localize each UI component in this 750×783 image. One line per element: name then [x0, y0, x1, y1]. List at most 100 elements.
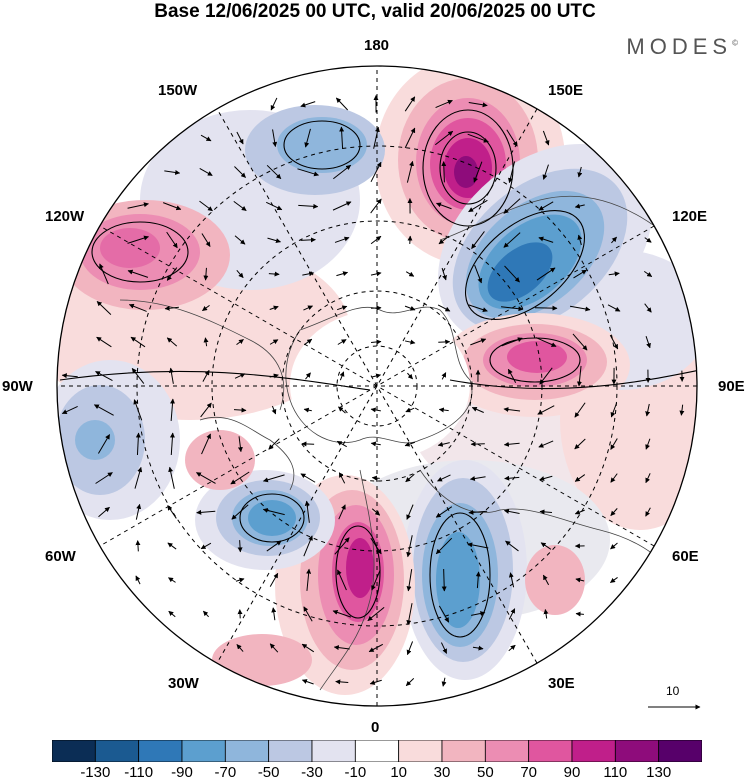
reference-vector-label: 10: [666, 684, 680, 698]
wind-arrow: [467, 133, 489, 143]
wind-arrow: [203, 267, 209, 281]
wind-arrow: [405, 407, 415, 413]
wind-arrow: [333, 164, 352, 180]
colorbar-swatch: [484, 740, 530, 762]
wind-arrow: [262, 508, 285, 516]
wind-arrow: [166, 267, 178, 281]
wind-arrow: [644, 237, 652, 243]
wind-arrow: [196, 509, 216, 515]
meridian-lines: [57, 66, 697, 706]
wind-arrow: [404, 305, 416, 311]
colorbar-label: 110: [603, 764, 628, 781]
wind-arrow: [542, 164, 549, 180]
colorbar-swatch: [571, 740, 616, 762]
coastline: [285, 306, 473, 444]
wind-arrow: [406, 603, 413, 626]
wind-arrow: [269, 643, 279, 653]
wind-arrow: [237, 540, 243, 553]
wind-arrow: [164, 305, 179, 311]
wind-arrow: [269, 305, 279, 311]
lon-label-0: 0: [371, 719, 380, 736]
wind-arrow: [438, 407, 449, 413]
wind-arrow: [201, 233, 211, 247]
wind-arrow: [574, 509, 585, 515]
lon-label-120e: 120E: [672, 208, 708, 225]
wind-arrow: [574, 203, 585, 209]
wind-arrow: [441, 677, 447, 687]
wind-arrow: [474, 264, 483, 284]
colorbar-label: -10: [344, 764, 367, 781]
wind-arrow: [467, 542, 489, 549]
wind-arrow: [301, 643, 315, 653]
wind-arrow: [404, 339, 416, 345]
wind-arrow: [435, 537, 453, 555]
wind-arrow: [335, 97, 349, 111]
brand-mark: ©: [732, 38, 738, 48]
wind-arrow: [230, 471, 250, 485]
wind-arrow: [537, 405, 555, 415]
wind-arrow: [130, 336, 146, 348]
colorbar-label: 70: [520, 764, 537, 781]
wind-arrow: [542, 574, 550, 586]
wind-arrow: [262, 474, 285, 483]
colorbar-swatch: [311, 740, 356, 762]
wind-arrow: [338, 472, 346, 484]
wind-arrow: [235, 577, 245, 583]
wind-arrow: [610, 577, 618, 583]
wind-arrow: [539, 367, 553, 385]
colorbar-swatch: [614, 740, 660, 762]
wind-arrow: [441, 372, 447, 380]
wind-arrow: [371, 373, 382, 379]
wind-arrow: [98, 506, 110, 518]
wind-arrow: [236, 644, 244, 652]
wind-arrow: [610, 438, 618, 450]
wind-arrow: [475, 571, 481, 589]
wind-arrow: [577, 166, 583, 178]
wind-arrow: [437, 304, 451, 312]
wind-arrow: [468, 199, 488, 213]
wind-arrow: [236, 270, 244, 279]
wind-arrow: [135, 503, 142, 520]
wind-arrow: [468, 101, 488, 108]
wind-arrow: [297, 168, 320, 177]
wind-arrow: [473, 161, 483, 183]
colorbar-swatch: [52, 740, 96, 762]
colorbar-swatch: [181, 740, 226, 762]
wind-arrow: [97, 434, 111, 454]
meridian-line: [216, 108, 538, 664]
colorbar-label: -70: [214, 764, 237, 781]
colorbar-label: -110: [124, 764, 154, 781]
wind-arrow: [504, 265, 520, 283]
wind-arrow: [371, 569, 381, 591]
wind-arrow: [234, 235, 246, 245]
wind-arrow: [501, 306, 524, 312]
wind-arrow: [272, 129, 278, 148]
wind-arrow: [436, 202, 452, 210]
wind-arrow: [503, 232, 521, 248]
wind-arrow: [167, 505, 177, 519]
wind-arrow: [574, 402, 586, 418]
wind-arrow: [305, 372, 311, 380]
wind-arrow: [407, 372, 413, 380]
wind-arrow: [306, 568, 312, 591]
wind-arrow: [373, 126, 380, 149]
wind-arrow: [575, 611, 584, 617]
wind-arrow: [196, 472, 216, 484]
wind-arrow: [505, 540, 519, 552]
wind-arrow: [435, 130, 454, 146]
wind-arrow: [269, 572, 279, 587]
wind-arrow: [203, 337, 209, 347]
wind-arrow: [508, 161, 516, 184]
wind-arrow: [304, 128, 311, 148]
wind-arrow: [333, 645, 350, 651]
wind-arrow: [471, 611, 486, 616]
wind-arrow: [334, 537, 350, 555]
wind-arrow: [543, 608, 549, 619]
wind-arrow: [608, 271, 620, 277]
wind-arrow: [268, 438, 280, 450]
lon-label-60w: 60W: [45, 548, 76, 565]
wind-arrow: [576, 365, 582, 387]
wind-arrow: [405, 677, 415, 687]
wind-arrow: [573, 269, 587, 279]
